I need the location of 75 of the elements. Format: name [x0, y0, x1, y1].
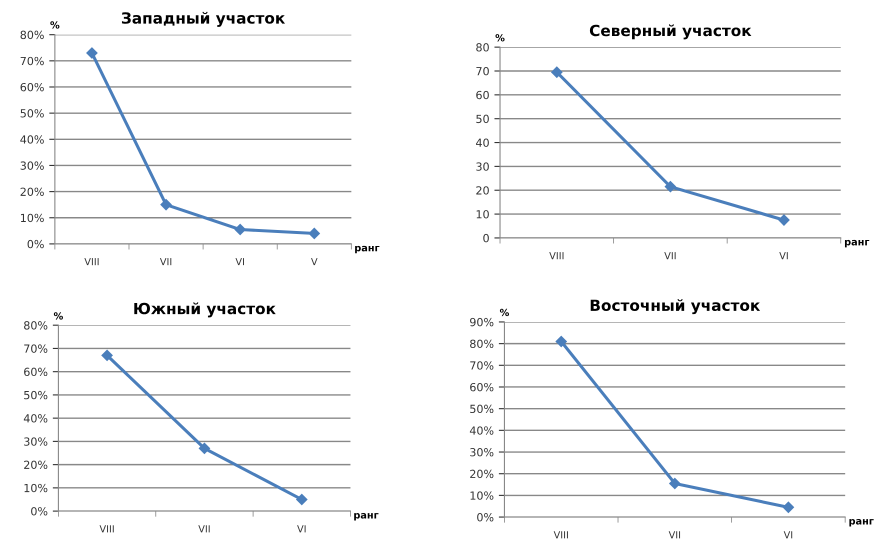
y-axis-title: % [495, 34, 505, 42]
y-axis-title: % [500, 308, 510, 316]
y-tick-label: 70% [20, 56, 44, 66]
point [669, 478, 680, 490]
y-tick-label: 0% [28, 240, 44, 248]
x-tick-label: VIII [84, 258, 99, 266]
y-tick-label: 60 [476, 90, 489, 100]
x-tick-label: VII [668, 531, 680, 538]
y-tick-label: 50% [20, 109, 44, 118]
point [556, 336, 567, 348]
y-tick-label: 30% [24, 437, 48, 446]
x-tick-label: VI [784, 531, 792, 538]
y-tick-label: 70% [24, 344, 48, 353]
point [198, 442, 210, 454]
y-tick-label: 70% [470, 361, 494, 370]
x-tick-label: VII [160, 258, 172, 266]
point [782, 502, 794, 513]
y-tick-label: 20% [20, 188, 44, 196]
y-tick-label: 20 [476, 186, 489, 195]
y-tick-label: 80% [470, 340, 494, 348]
y-tick-label: 80% [24, 321, 48, 330]
y-axis-title: % [50, 21, 60, 29]
point [160, 199, 172, 210]
y-tick-label: 10% [24, 484, 48, 492]
y-tick-label: 50% [470, 404, 494, 414]
y-tick-label: 10 [476, 210, 489, 218]
y-tick-label: 10% [470, 491, 494, 500]
x-axis-title: ранг [844, 240, 870, 248]
x-tick-label: VIII [554, 531, 568, 538]
y-tick-label: 40 [476, 138, 489, 147]
point [101, 350, 113, 362]
y-tick-label: 30% [20, 161, 44, 170]
y-tick-label: 60% [24, 368, 48, 376]
point [86, 47, 98, 59]
y-tick-label: 40% [20, 135, 44, 144]
point [664, 181, 676, 192]
point [234, 224, 246, 236]
y-tick-label: 20% [24, 460, 48, 470]
point [778, 214, 790, 226]
chart-title: Западный участок [122, 12, 286, 27]
y-tick-label: 30% [470, 448, 494, 456]
chart-title: Северный участок [590, 24, 752, 40]
x-tick-label: VIII [549, 252, 564, 260]
y-tick-label: 60% [470, 382, 494, 392]
x-axis-title: ранг [354, 513, 378, 521]
y-tick-label: 0% [31, 507, 48, 516]
y-axis-title: % [54, 312, 63, 320]
y-tick-label: 80% [20, 30, 44, 40]
point [551, 66, 562, 78]
y-tick-label: 40% [24, 414, 48, 423]
x-tick-label: VI [297, 525, 306, 532]
point [308, 228, 320, 240]
x-axis-title: ранг [355, 246, 380, 254]
y-tick-label: 90% [470, 318, 494, 326]
y-tick-label: 40% [470, 426, 494, 435]
chart-title: Южный участок [134, 302, 276, 318]
y-tick-label: 10% [20, 214, 44, 222]
y-tick-label: 50% [24, 390, 48, 400]
y-tick-label: 60% [20, 82, 44, 92]
point [296, 494, 308, 506]
y-tick-label: 0% [477, 513, 494, 522]
x-axis-title: ранг [849, 519, 874, 526]
y-tick-label: 70 [476, 66, 489, 76]
x-tick-label: VIII [100, 525, 114, 532]
x-tick-label: VI [779, 252, 788, 260]
x-tick-label: VI [235, 258, 244, 266]
x-tick-label: V [311, 258, 318, 266]
y-tick-label: 20% [470, 470, 494, 478]
x-tick-label: VII [198, 525, 210, 532]
y-tick-label: 80 [476, 43, 489, 52]
y-tick-label: 50 [476, 114, 489, 124]
chart-title: Восточный участок [590, 299, 760, 314]
x-tick-label: VII [664, 252, 676, 260]
y-tick-label: 0 [483, 234, 489, 242]
y-tick-label: 30 [476, 162, 489, 171]
